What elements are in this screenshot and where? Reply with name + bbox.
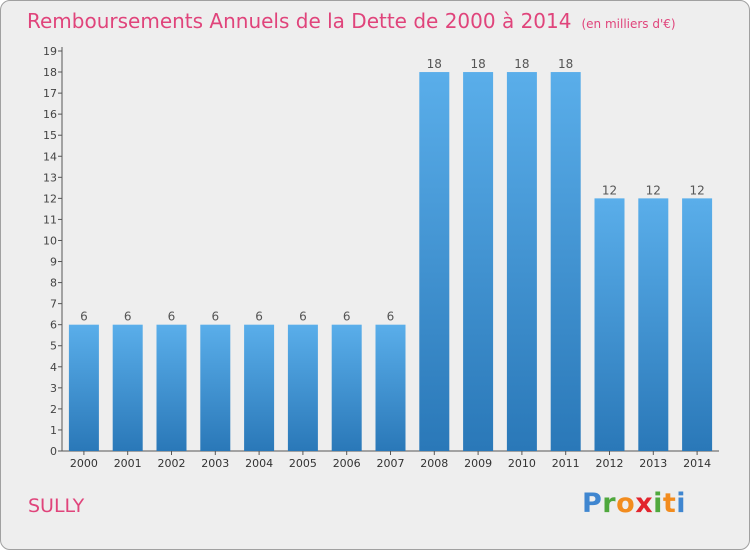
x-tick-label-2003: 2003: [201, 457, 229, 470]
y-tick-label: 5: [50, 340, 57, 353]
proxiti-logo[interactable]: Proxiti: [582, 488, 686, 519]
logo-letter-1: r: [602, 488, 617, 519]
data-label-2001: 6: [124, 310, 132, 324]
x-tick-label-2014: 2014: [683, 457, 711, 470]
bar-2000[interactable]: [68, 324, 99, 451]
y-tick-label: 3: [50, 382, 57, 395]
y-tick-label: 17: [43, 87, 57, 100]
x-tick-label-2011: 2011: [552, 457, 580, 470]
x-tick-label-2004: 2004: [245, 457, 273, 470]
logo-letter-3: x: [635, 488, 654, 519]
x-tick-label-2006: 2006: [333, 457, 361, 470]
bar-2004[interactable]: [244, 324, 275, 451]
y-tick-label: 1: [50, 424, 57, 437]
x-tick-label-2002: 2002: [158, 457, 186, 470]
bar-2007[interactable]: [375, 324, 406, 451]
data-label-2004: 6: [255, 310, 263, 324]
y-tick-label: 11: [43, 213, 57, 226]
y-tick-label: 0: [50, 445, 57, 458]
data-label-2009: 18: [470, 57, 485, 71]
chart-data-labels: 6 6 6 6 6 6 6 6 18 18 18 18 12 12 12: [80, 57, 705, 324]
y-tick-label: 2: [50, 403, 57, 416]
data-label-2010: 18: [514, 57, 529, 71]
bar-2009[interactable]: [463, 72, 494, 451]
bar-2010[interactable]: [506, 72, 537, 451]
bar-2011[interactable]: [550, 72, 581, 451]
data-label-2011: 18: [558, 57, 573, 71]
bar-2001[interactable]: [112, 324, 143, 451]
y-tick-label: 8: [50, 277, 57, 290]
data-label-2002: 6: [168, 310, 176, 324]
bar-2008[interactable]: [419, 72, 450, 451]
y-tick-label: 4: [50, 361, 57, 374]
bar-2013[interactable]: [638, 198, 669, 451]
logo-letter-2: o: [616, 488, 636, 519]
bar-2014[interactable]: [682, 198, 713, 451]
bar-2002[interactable]: [156, 324, 187, 451]
x-tick-label-2007: 2007: [377, 457, 405, 470]
x-tick-label-2009: 2009: [464, 457, 492, 470]
data-label-2012: 12: [602, 183, 617, 197]
data-label-2007: 6: [387, 310, 395, 324]
logo-letter-6: i: [676, 488, 687, 519]
x-tick-label-2008: 2008: [420, 457, 448, 470]
y-tick-label: 16: [43, 108, 57, 121]
data-label-2014: 12: [689, 183, 704, 197]
y-tick-label: 14: [43, 150, 57, 163]
x-tick-label-2001: 2001: [114, 457, 142, 470]
chart-title: Remboursements Annuels de la Dette de 20…: [27, 9, 676, 33]
y-tick-label: 7: [50, 298, 57, 311]
x-tick-label-2005: 2005: [289, 457, 317, 470]
y-tick-label: 15: [43, 129, 57, 142]
y-tick-label: 13: [43, 171, 57, 184]
logo-letter-4: i: [653, 488, 663, 519]
data-label-2008: 18: [427, 57, 442, 71]
y-tick-label: 12: [43, 192, 57, 205]
logo-letter-5: t: [662, 488, 677, 519]
x-tick-label-2000: 2000: [70, 457, 98, 470]
bar-2005[interactable]: [287, 324, 318, 451]
bar-2006[interactable]: [331, 324, 362, 451]
x-tick-label-2012: 2012: [596, 457, 624, 470]
y-tick-label: 19: [43, 45, 57, 58]
y-tick-label: 6: [50, 319, 57, 332]
bar-2012[interactable]: [594, 198, 625, 451]
data-label-2005: 6: [299, 310, 307, 324]
chart-bars: [68, 72, 713, 451]
chart-subtitle: (en milliers d'€): [581, 17, 676, 31]
y-tick-label: 10: [43, 234, 57, 247]
y-tick-label: 18: [43, 66, 57, 79]
chart-title-text: Remboursements Annuels de la Dette de 20…: [27, 9, 572, 33]
logo-letter-0: P: [582, 488, 603, 519]
y-tick-label: 9: [50, 256, 57, 269]
x-tick-label-2010: 2010: [508, 457, 536, 470]
data-label-2006: 6: [343, 310, 351, 324]
bar-2003[interactable]: [200, 324, 231, 451]
commune-name: SULLY: [28, 495, 85, 517]
data-label-2003: 6: [211, 310, 219, 324]
x-tick-label-2013: 2013: [639, 457, 667, 470]
data-label-2000: 6: [80, 310, 88, 324]
data-label-2013: 12: [646, 183, 661, 197]
